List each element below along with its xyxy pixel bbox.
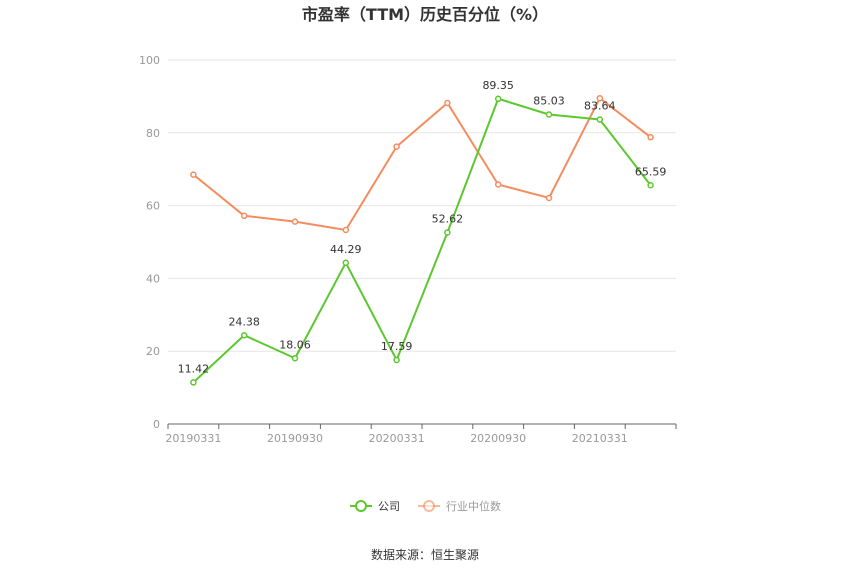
grid xyxy=(168,59,676,352)
y-tick-label: 40 xyxy=(146,272,160,285)
series-line xyxy=(192,97,652,231)
data-point xyxy=(342,226,350,234)
data-point xyxy=(444,99,451,107)
data-point xyxy=(291,218,299,225)
legend-label: 行业中位数 xyxy=(446,499,501,513)
data-point xyxy=(494,181,502,188)
series-line xyxy=(192,97,652,384)
legend-swatch-marker xyxy=(355,500,367,512)
y-tick-label: 0 xyxy=(153,418,160,431)
data-label: 24.38 xyxy=(228,315,260,328)
y-tick-label: 60 xyxy=(146,200,160,213)
y-tick-label: 100 xyxy=(139,54,160,67)
x-tick-label: 20200331 xyxy=(369,432,425,445)
legend-label: 公司 xyxy=(378,500,400,513)
x-tick-label: 20190930 xyxy=(267,432,323,445)
series xyxy=(190,94,654,386)
data-point xyxy=(240,332,248,339)
data-label: 65.59 xyxy=(635,165,667,178)
x-tick-label: 20190331 xyxy=(165,432,221,445)
data-point xyxy=(444,229,451,236)
legend-swatch-marker xyxy=(423,500,435,512)
data-point xyxy=(596,116,604,123)
legend[interactable]: 公司 行业中位数 xyxy=(350,499,501,513)
x-tick-label: 20210331 xyxy=(572,432,628,445)
data-point xyxy=(393,143,400,150)
source-note: 数据来源：恒生聚源 xyxy=(371,547,479,562)
data-point xyxy=(647,182,654,189)
data-point xyxy=(190,171,197,178)
data-labels: 11.42 24.38 18.06 44.29 17.59 52.62 89.35 85.03… xyxy=(178,79,667,376)
axes: 0 20 40 60 80 100 20190331 20190930 20200331 2020… xyxy=(139,54,677,445)
chart-title: 市盈率（TTM）历史百分位（%） xyxy=(302,5,548,24)
data-label: 85.03 xyxy=(533,94,565,107)
data-point xyxy=(596,94,604,102)
data-label: 52.62 xyxy=(432,212,464,225)
y-tick-label: 80 xyxy=(146,127,160,140)
data-point xyxy=(190,379,197,386)
data-label: 83.64 xyxy=(584,100,616,113)
y-tick-label: 20 xyxy=(146,345,160,358)
data-point xyxy=(647,133,654,141)
data-point xyxy=(545,111,553,118)
data-point xyxy=(494,95,502,103)
data-point xyxy=(393,356,400,364)
data-label: 89.35 xyxy=(482,79,514,92)
data-label: 17.59 xyxy=(381,340,413,353)
data-point xyxy=(545,194,553,202)
data-label: 44.29 xyxy=(330,243,362,256)
x-tick-label: 20200930 xyxy=(470,432,526,445)
data-label: 11.42 xyxy=(178,362,210,375)
data-point xyxy=(342,259,350,267)
data-point xyxy=(240,212,248,220)
data-point xyxy=(291,355,299,362)
data-label: 18.06 xyxy=(279,338,311,351)
